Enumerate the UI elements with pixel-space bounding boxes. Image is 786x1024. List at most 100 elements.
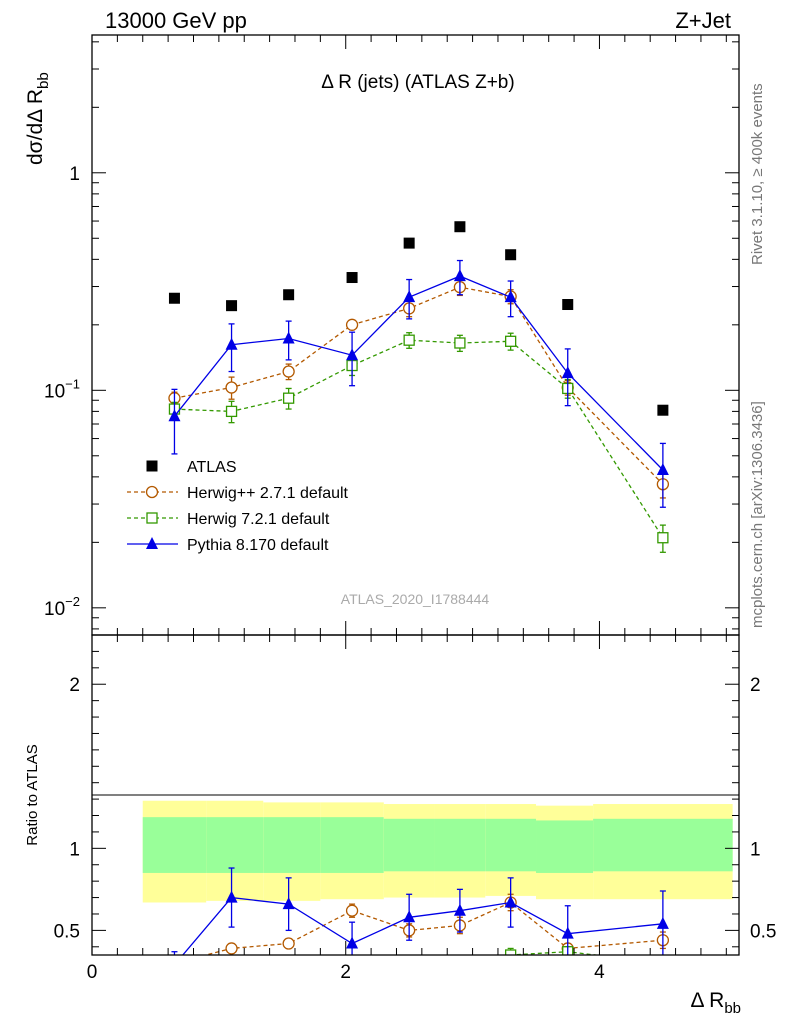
data-point xyxy=(454,337,466,349)
main-y-axis-label: dσ/dΔ Rbb xyxy=(24,72,52,165)
data-point xyxy=(657,532,669,544)
data-point xyxy=(346,272,358,284)
series-line xyxy=(506,951,601,955)
legend-label: Herwig 7.2.1 default xyxy=(187,511,330,528)
data-point xyxy=(504,895,517,908)
data-point xyxy=(505,249,517,261)
legend-label: ATLAS xyxy=(187,459,237,476)
data-point xyxy=(225,381,238,394)
energy-label: 13000 GeV pp xyxy=(105,8,247,33)
data-point xyxy=(169,958,180,969)
tick-base: 1 xyxy=(69,164,80,185)
rivet-label: Rivet 3.1.10, ≥ 400k events xyxy=(749,83,766,265)
legend-item-herwig-2-7-1-default: Herwig++ 2.7.1 default xyxy=(127,485,349,502)
data-point xyxy=(225,890,238,903)
series-line xyxy=(174,286,664,485)
label-main-text: Δ R xyxy=(690,989,724,1012)
series-pythia-8-170-default-ratio xyxy=(168,867,669,970)
stat-uncertainty-band xyxy=(383,818,435,872)
ratio-ticks xyxy=(91,634,739,955)
stat-uncertainty-band xyxy=(206,817,264,873)
data-point xyxy=(284,958,294,968)
stat-uncertainty-band xyxy=(434,818,486,872)
legend-label: Pythia 8.170 default xyxy=(187,537,329,554)
ratio-frame xyxy=(91,634,740,956)
label-subscript: bb xyxy=(724,1000,741,1017)
ratio-y-tick-label-left: 0.5 xyxy=(54,921,80,942)
y-tick-label: 1 xyxy=(69,164,80,185)
plot-title: Δ R (jets) (ATLAS Z+b) xyxy=(321,72,514,93)
analysis-watermark: ATLAS_2020_I1788444 xyxy=(341,591,490,607)
stat-uncertainty-band xyxy=(536,820,594,873)
ratio-y-axis-label: Ratio to ATLAS xyxy=(24,744,41,845)
data-point xyxy=(225,405,238,418)
data-point xyxy=(656,916,669,929)
x-tick-label: 4 xyxy=(594,962,605,983)
ratio-tick-labels: 0.5 0.5 1 1 2 2 0 2 4 xyxy=(54,675,777,983)
series-line xyxy=(173,275,664,471)
main-series-layer xyxy=(168,221,670,553)
ratio-y-tick-label-left: 2 xyxy=(69,675,80,696)
data-point xyxy=(226,300,238,312)
ratio-y-tick-label-left: 1 xyxy=(69,839,80,860)
stat-uncertainty-band xyxy=(320,817,384,873)
data-point xyxy=(453,269,466,282)
tick-base: 10 xyxy=(44,599,65,620)
data-point xyxy=(504,335,517,347)
data-point xyxy=(403,237,415,249)
legend-marker xyxy=(145,485,159,499)
data-point xyxy=(168,409,181,422)
data-point xyxy=(345,904,359,917)
tick-exponent: −2 xyxy=(65,594,80,609)
main-y-tick-labels: 10−210−11 xyxy=(44,164,80,620)
series-pythia-8-170-default xyxy=(168,259,669,508)
data-point xyxy=(404,958,414,968)
legend-item-atlas: ATLAS xyxy=(146,459,237,476)
legend-marker xyxy=(146,512,158,524)
series-atlas xyxy=(168,221,669,416)
data-point xyxy=(282,331,295,344)
data-point xyxy=(345,318,359,331)
data-point xyxy=(346,348,359,361)
data-point xyxy=(168,958,180,970)
data-point xyxy=(169,958,179,968)
data-point xyxy=(282,937,295,950)
x-axis-label: Δ Rbb xyxy=(690,989,741,1017)
data-point xyxy=(455,958,465,968)
main-panel: Δ R (jets) (ATLAS Z+b) ATLAS_2020_I17884… xyxy=(24,34,740,636)
x-tick-label: 0 xyxy=(87,962,98,983)
data-point xyxy=(562,299,574,311)
process-label: Z+Jet xyxy=(675,8,731,33)
ratio-y-tick-label-right: 1 xyxy=(750,839,761,860)
series-line xyxy=(174,339,664,539)
ratio-y-tick-label-right: 0.5 xyxy=(750,921,776,942)
data-point xyxy=(283,289,295,301)
data-point xyxy=(282,897,295,910)
legend: ATLAS Herwig++ 2.7.1 default Herwig 7.2.1 … xyxy=(127,459,349,554)
data-point xyxy=(658,958,668,968)
stat-uncertainty-band xyxy=(263,817,321,873)
data-point xyxy=(453,903,466,916)
data-point xyxy=(403,334,415,346)
legend-marker xyxy=(146,537,158,549)
data-point xyxy=(225,942,238,955)
legend-label: Herwig++ 2.7.1 default xyxy=(187,485,349,502)
data-point xyxy=(504,290,517,303)
y-tick-label: 10−2 xyxy=(44,594,80,620)
data-point xyxy=(403,290,416,303)
data-point xyxy=(504,949,517,955)
data-point xyxy=(403,910,416,923)
data-point xyxy=(561,366,574,379)
data-point xyxy=(225,337,238,350)
ratio-y-tick-label-right: 2 xyxy=(750,675,761,696)
legend-marker xyxy=(146,460,158,472)
mcplots-label: mcplots.cern.ch [arXiv:1306.3436] xyxy=(749,401,766,628)
data-point xyxy=(454,221,466,233)
data-point xyxy=(227,958,237,968)
tick-base: 10 xyxy=(44,381,65,402)
data-point xyxy=(657,404,669,416)
legend-item-herwig-7-2-1-default: Herwig 7.2.1 default xyxy=(127,511,330,528)
stat-uncertainty-band xyxy=(142,817,207,873)
ratio-panel: 0.5 0.5 1 1 2 2 0 2 4 Ratio to ATLAS Δ Rbb xyxy=(24,634,777,1017)
